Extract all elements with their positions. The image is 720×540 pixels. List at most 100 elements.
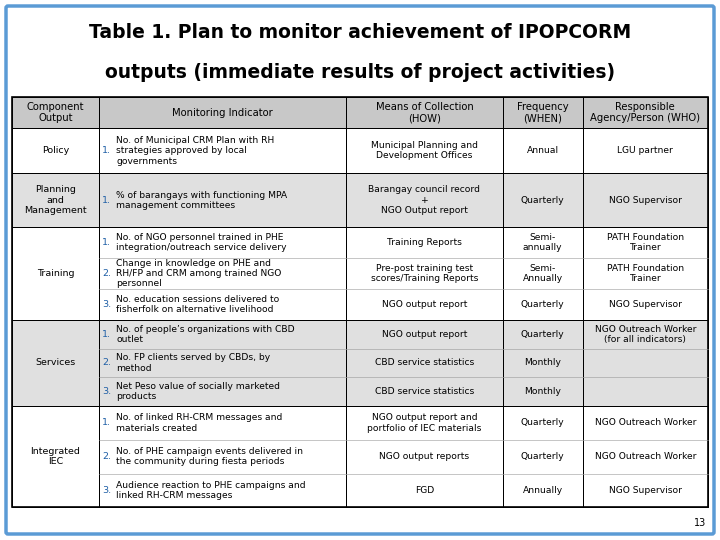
Bar xyxy=(503,173,582,227)
Text: Quarterly: Quarterly xyxy=(521,300,564,309)
Text: NGO Supervisor: NGO Supervisor xyxy=(609,300,682,309)
Bar xyxy=(12,128,708,173)
Text: Pre-post training test
scores/Training Reports: Pre-post training test scores/Training R… xyxy=(371,264,478,284)
Text: No. FP clients served by CBDs, by
method: No. FP clients served by CBDs, by method xyxy=(117,353,271,373)
Text: 3.: 3. xyxy=(102,486,111,495)
Text: Policy: Policy xyxy=(42,146,69,155)
Text: Quarterly: Quarterly xyxy=(521,418,564,428)
Bar xyxy=(346,173,503,227)
Text: 13: 13 xyxy=(694,518,706,528)
Text: Table 1. Plan to monitor achievement of IPOPCORM: Table 1. Plan to monitor achievement of … xyxy=(89,23,631,43)
Bar xyxy=(12,227,708,320)
Bar xyxy=(582,173,708,227)
Text: PATH Foundation
Trainer: PATH Foundation Trainer xyxy=(607,264,684,284)
Text: 1.: 1. xyxy=(102,418,111,428)
Bar xyxy=(346,406,503,507)
Bar xyxy=(503,97,582,128)
Bar xyxy=(346,97,503,128)
Bar xyxy=(99,227,346,320)
Text: CBD service statistics: CBD service statistics xyxy=(374,359,474,367)
Bar xyxy=(99,128,346,173)
Text: No. of people’s organizations with CBD
outlet: No. of people’s organizations with CBD o… xyxy=(117,325,295,344)
Text: Integrated
IEC: Integrated IEC xyxy=(30,447,81,467)
Bar xyxy=(12,227,99,320)
Bar xyxy=(12,406,99,507)
Text: Annually: Annually xyxy=(523,486,563,495)
Text: Change in knowledge on PHE and
RH/FP and CRM among trained NGO
personnel: Change in knowledge on PHE and RH/FP and… xyxy=(117,259,282,288)
Text: Planning
and
Management: Planning and Management xyxy=(24,185,87,215)
Text: Semi-
annually: Semi- annually xyxy=(523,233,562,252)
Bar xyxy=(99,97,346,128)
Bar xyxy=(12,173,708,227)
Bar xyxy=(582,406,708,507)
Text: % of barangays with functioning MPA
management committees: % of barangays with functioning MPA mana… xyxy=(117,191,287,210)
Bar xyxy=(582,97,708,128)
Text: NGO output report and
portfolio of IEC materials: NGO output report and portfolio of IEC m… xyxy=(367,413,482,433)
Bar xyxy=(503,97,582,128)
Text: NGO output report: NGO output report xyxy=(382,300,467,309)
Text: Quarterly: Quarterly xyxy=(521,452,564,461)
Text: LGU partner: LGU partner xyxy=(618,146,673,155)
Text: Semi-
Annually: Semi- Annually xyxy=(523,264,563,284)
Bar xyxy=(582,227,708,320)
Bar xyxy=(346,320,503,406)
Bar xyxy=(503,128,582,173)
Text: NGO Outreach Worker: NGO Outreach Worker xyxy=(595,452,696,461)
Text: Means of Collection
(HOW): Means of Collection (HOW) xyxy=(376,102,473,124)
Text: Municipal Planning and
Development Offices: Municipal Planning and Development Offic… xyxy=(371,141,478,160)
Text: Services: Services xyxy=(35,359,76,367)
Text: FGD: FGD xyxy=(415,486,434,495)
Text: Quarterly: Quarterly xyxy=(521,330,564,339)
Text: 3.: 3. xyxy=(102,300,111,309)
Text: NGO Outreach Worker
(for all indicators): NGO Outreach Worker (for all indicators) xyxy=(595,325,696,344)
Text: 2.: 2. xyxy=(102,269,111,278)
Text: Annual: Annual xyxy=(526,146,559,155)
Text: Component
Output: Component Output xyxy=(27,102,84,124)
Text: NGO Supervisor: NGO Supervisor xyxy=(609,486,682,495)
Text: Training: Training xyxy=(37,269,74,278)
Text: CBD service statistics: CBD service statistics xyxy=(374,387,474,396)
Text: Monitoring Indicator: Monitoring Indicator xyxy=(172,107,273,118)
Bar xyxy=(12,97,708,507)
Text: PATH Foundation
Trainer: PATH Foundation Trainer xyxy=(607,233,684,252)
Bar xyxy=(503,406,582,507)
Bar xyxy=(503,320,582,406)
Text: No. of linked RH-CRM messages and
materials created: No. of linked RH-CRM messages and materi… xyxy=(117,413,283,433)
Text: outputs (immediate results of project activities): outputs (immediate results of project ac… xyxy=(105,63,615,82)
Text: NGO output report: NGO output report xyxy=(382,330,467,339)
Text: No. education sessions delivered to
fisherfolk on alternative livelihood: No. education sessions delivered to fish… xyxy=(117,295,279,314)
Bar xyxy=(12,173,99,227)
Text: NGO Outreach Worker: NGO Outreach Worker xyxy=(595,418,696,428)
Bar xyxy=(346,128,503,173)
Text: 3.: 3. xyxy=(102,387,111,396)
Text: Responsible
Agency/Person (WHO): Responsible Agency/Person (WHO) xyxy=(590,102,701,124)
Bar xyxy=(99,97,346,128)
Bar xyxy=(582,97,708,128)
FancyBboxPatch shape xyxy=(6,6,714,534)
Bar xyxy=(12,128,99,173)
Text: Net Peso value of socially marketed
products: Net Peso value of socially marketed prod… xyxy=(117,382,280,401)
Bar xyxy=(346,227,503,320)
Text: Monthly: Monthly xyxy=(524,359,561,367)
Text: Audience reaction to PHE campaigns and
linked RH-CRM messages: Audience reaction to PHE campaigns and l… xyxy=(117,481,306,500)
Bar xyxy=(99,173,346,227)
Bar xyxy=(12,406,708,507)
Bar xyxy=(503,227,582,320)
Text: NGO output reports: NGO output reports xyxy=(379,452,469,461)
Bar xyxy=(12,97,99,128)
Text: No. of PHE campaign events delivered in
the community during fiesta periods: No. of PHE campaign events delivered in … xyxy=(117,447,303,467)
Text: 1.: 1. xyxy=(102,330,111,339)
Text: Frequency
(WHEN): Frequency (WHEN) xyxy=(517,102,569,124)
Bar xyxy=(99,320,346,406)
Bar xyxy=(12,97,99,128)
Text: Monthly: Monthly xyxy=(524,387,561,396)
Bar xyxy=(12,320,708,406)
Bar xyxy=(99,406,346,507)
Text: Barangay council record
+
NGO Output report: Barangay council record + NGO Output rep… xyxy=(369,185,480,215)
Bar xyxy=(346,97,503,128)
Text: 2.: 2. xyxy=(102,452,111,461)
Bar xyxy=(582,320,708,406)
Text: 2.: 2. xyxy=(102,359,111,367)
Text: NGO Supervisor: NGO Supervisor xyxy=(609,196,682,205)
Text: Quarterly: Quarterly xyxy=(521,196,564,205)
